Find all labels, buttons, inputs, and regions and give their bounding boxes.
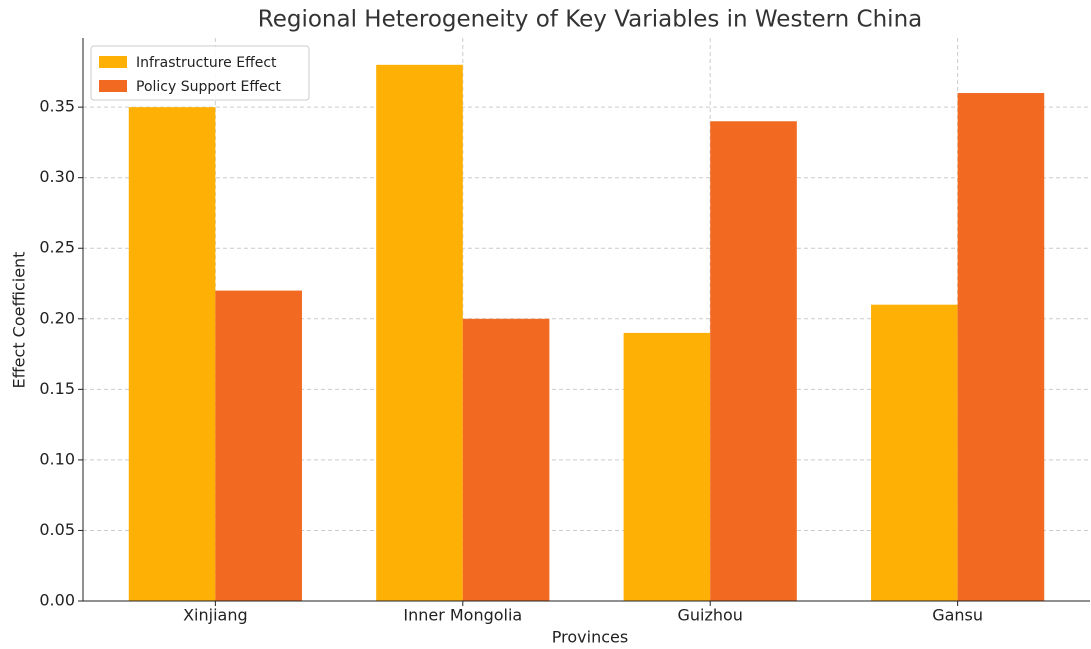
y-tick-label: 0.15 xyxy=(39,379,75,398)
x-axis-label: Provinces xyxy=(552,628,628,647)
y-tick-label: 0.30 xyxy=(39,167,75,186)
bar xyxy=(376,64,463,602)
legend-label: Policy Support Effect xyxy=(136,79,281,95)
x-tick-label: Xinjiang xyxy=(183,606,248,625)
y-tick-label: 0.00 xyxy=(39,591,75,610)
bar xyxy=(710,121,797,602)
y-tick-label: 0.35 xyxy=(39,97,75,116)
bar xyxy=(462,318,550,601)
bar xyxy=(128,107,216,601)
x-tick-label: Guizhou xyxy=(677,606,742,625)
y-tick-label: 0.10 xyxy=(39,449,75,468)
bar xyxy=(957,93,1045,601)
chart-title: Regional Heterogeneity of Key Variables … xyxy=(258,7,923,33)
y-tick-label: 0.20 xyxy=(39,308,75,327)
y-tick-label: 0.25 xyxy=(39,238,75,257)
legend-swatch xyxy=(99,80,127,92)
y-axis-label: Effect Coefficient xyxy=(10,252,29,389)
legend-box xyxy=(90,45,310,101)
x-tick-label: Inner Mongolia xyxy=(403,606,522,625)
bar xyxy=(871,304,958,601)
legend-swatch xyxy=(99,56,127,68)
y-tick-label: 0.05 xyxy=(39,520,75,539)
bar xyxy=(215,290,302,601)
legend: Infrastructure Effect Policy Support Effe… xyxy=(90,45,310,101)
x-tick-label: Gansu xyxy=(932,606,983,625)
legend-label: Infrastructure Effect xyxy=(136,55,277,71)
bar xyxy=(623,332,711,601)
